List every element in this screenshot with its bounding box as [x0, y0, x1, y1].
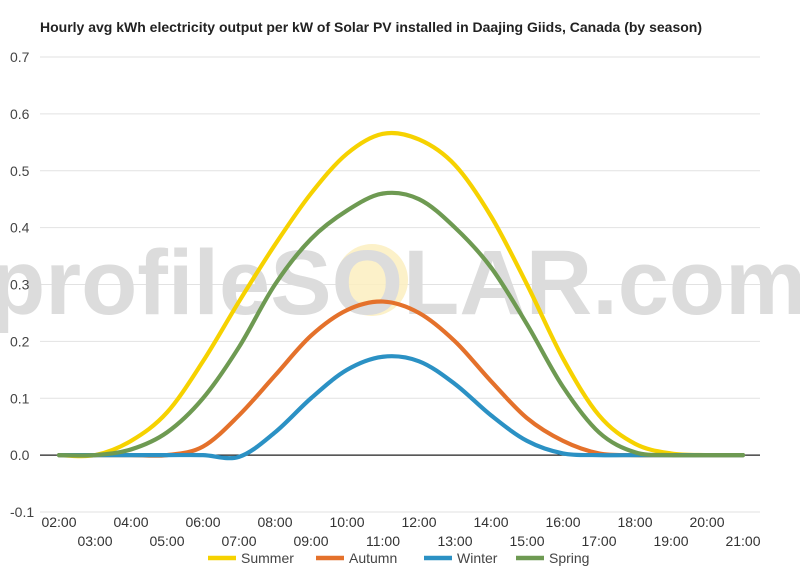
x-tick-label: 10:00: [329, 514, 364, 530]
series-line-winter: [56, 354, 746, 461]
legend: Summer Autumn Winter Spring: [208, 550, 589, 566]
watermark-sun-icon: [336, 244, 408, 316]
x-axis-ticks: 02:0003:0004:0005:0006:0007:0008:0009:00…: [41, 514, 760, 549]
x-tick-label: 21:00: [725, 533, 760, 549]
legend-label-autumn: Autumn: [349, 550, 397, 566]
y-tick-label: 0.5: [10, 163, 30, 179]
legend-label-spring: Spring: [549, 550, 589, 566]
y-tick-label: 0.2: [10, 333, 30, 349]
legend-label-winter: Winter: [457, 550, 498, 566]
y-tick-label: 0.0: [10, 447, 30, 463]
y-axis-ticks: -0.1 0.0 0.1 0.2 0.3 0.4 0.5 0.6 0.7: [10, 49, 34, 520]
y-tick-label: 0.6: [10, 106, 30, 122]
x-tick-label: 17:00: [581, 533, 616, 549]
chart-title: Hourly avg kWh electricity output per kW…: [40, 19, 703, 35]
y-tick-label: 0.4: [10, 220, 30, 236]
x-tick-label: 18:00: [617, 514, 652, 530]
y-tick-label: 0.7: [10, 49, 30, 65]
x-tick-label: 08:00: [257, 514, 292, 530]
x-tick-label: 02:00: [41, 514, 76, 530]
x-tick-label: 11:00: [366, 533, 400, 549]
series-line-summer: [56, 130, 746, 459]
x-tick-label: 03:00: [77, 533, 112, 549]
y-tick-label: 0.1: [10, 390, 30, 406]
y-tick-label: 0.3: [10, 277, 30, 293]
x-tick-label: 12:00: [401, 514, 436, 530]
x-tick-label: 13:00: [437, 533, 472, 549]
x-tick-label: 15:00: [509, 533, 544, 549]
x-tick-label: 05:00: [149, 533, 184, 549]
x-tick-label: 04:00: [113, 514, 148, 530]
x-tick-label: 19:00: [653, 533, 688, 549]
x-tick-label: 07:00: [221, 533, 256, 549]
legend-label-summer: Summer: [241, 550, 294, 566]
series-line-spring: [56, 190, 746, 458]
x-tick-label: 16:00: [545, 514, 580, 530]
x-tick-label: 14:00: [473, 514, 508, 530]
y-tick-label: -0.1: [10, 504, 34, 520]
x-tick-label: 06:00: [185, 514, 220, 530]
watermark-text: profileSOLAR.com: [0, 232, 800, 334]
x-tick-label: 09:00: [293, 533, 328, 549]
x-tick-label: 20:00: [689, 514, 724, 530]
series-lines: [56, 130, 746, 461]
watermark: profileSOLAR.com: [0, 232, 800, 334]
